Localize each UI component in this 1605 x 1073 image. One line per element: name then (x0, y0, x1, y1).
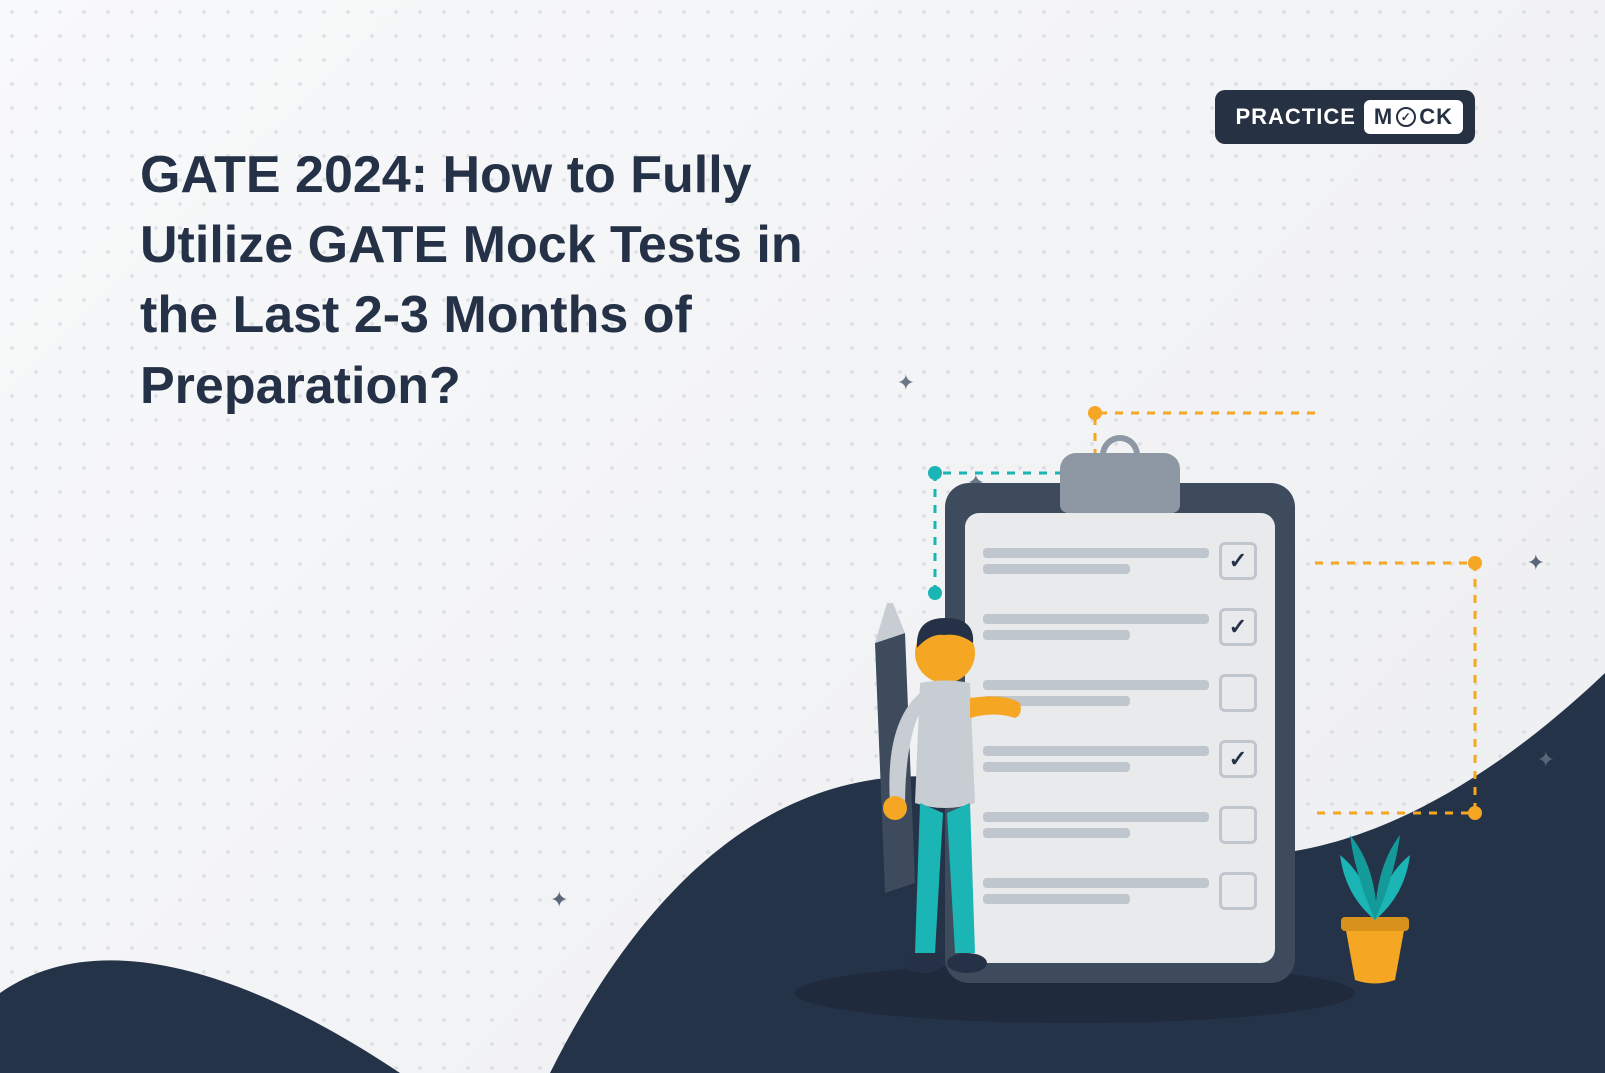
checkbox-checked-icon: ✓ (1219, 542, 1257, 580)
plus-icon: ✦ (550, 887, 568, 913)
plus-icon: ✦ (1527, 550, 1545, 576)
illustration-group: ✓ ✓ ✓ (675, 393, 1495, 1033)
checkbox-empty-icon (1219, 674, 1257, 712)
logo-mock-m: M (1374, 104, 1393, 130)
checkbox-empty-icon (1219, 872, 1257, 910)
logo-mock-ck: CK (1419, 104, 1453, 130)
logo-mock-badge: M ✓ CK (1364, 100, 1463, 134)
logo-check-icon: ✓ (1396, 107, 1416, 127)
checklist-row: ✓ (983, 537, 1257, 585)
page-title: GATE 2024: How to Fully Utilize GATE Moc… (140, 140, 820, 421)
person-illustration (845, 603, 1025, 983)
infographic-canvas: GATE 2024: How to Fully Utilize GATE Moc… (0, 0, 1605, 1073)
logo-practice-text: PRACTICE (1227, 104, 1363, 130)
checkbox-empty-icon (1219, 806, 1257, 844)
task-lines (983, 548, 1209, 574)
clipboard-clip (1060, 453, 1180, 513)
plus-icon: ✦ (1537, 747, 1555, 773)
practicemock-logo: PRACTICE M ✓ CK (1215, 90, 1475, 144)
plant-illustration (1325, 825, 1425, 985)
checkbox-checked-icon: ✓ (1219, 740, 1257, 778)
checkbox-checked-icon: ✓ (1219, 608, 1257, 646)
